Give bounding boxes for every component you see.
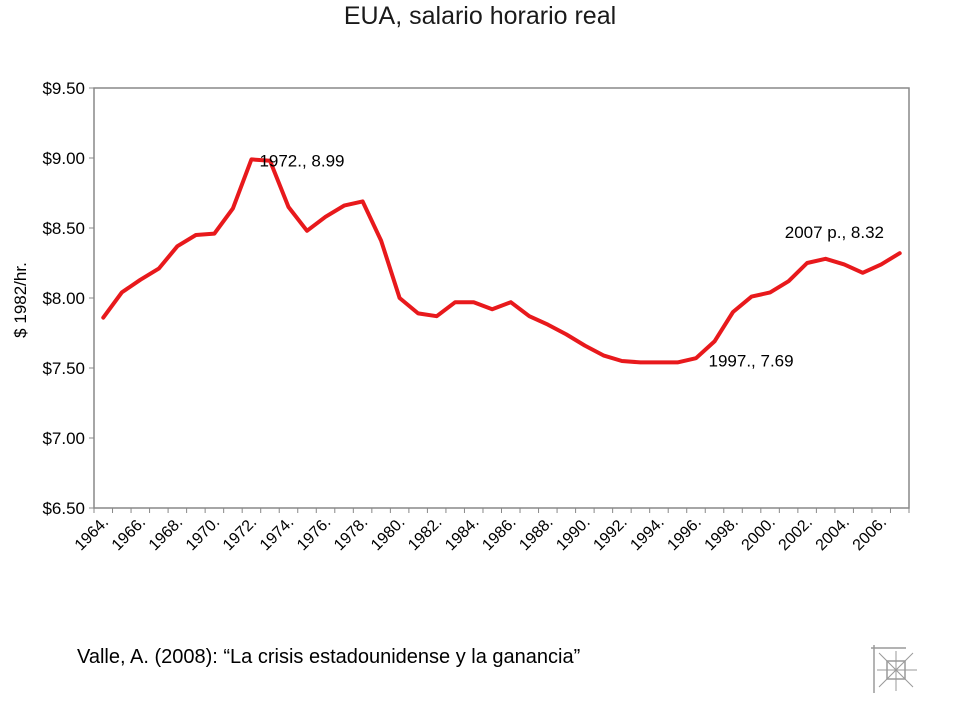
x-tick-label: 2000. xyxy=(739,514,779,554)
x-axis: 1964.1966.1968.1970.1972.1974.1976.1978.… xyxy=(72,508,910,554)
x-tick-label: 1990. xyxy=(553,514,593,554)
x-tick-label: 1988. xyxy=(516,514,556,554)
data-label: 1972., 8.99 xyxy=(259,151,344,170)
x-tick-label: 1974. xyxy=(257,514,297,554)
x-tick-label: 1978. xyxy=(331,514,371,554)
y-tick-label: $8.00 xyxy=(42,289,85,308)
x-tick-label: 1986. xyxy=(479,514,519,554)
slide-logo-icon xyxy=(871,645,917,693)
x-tick-label: 1998. xyxy=(702,514,742,554)
data-label: 2007 p., 8.32 xyxy=(785,223,884,242)
x-tick-label: 2004. xyxy=(813,514,853,554)
y-tick-label: $7.50 xyxy=(42,359,85,378)
x-tick-label: 1994. xyxy=(627,514,667,554)
y-tick-label: $7.00 xyxy=(42,429,85,448)
plot-area xyxy=(93,87,910,509)
x-tick-label: 1964. xyxy=(72,514,112,554)
x-tick-label: 1992. xyxy=(590,514,630,554)
x-tick-label: 1970. xyxy=(183,514,223,554)
x-tick-label: 2002. xyxy=(776,514,816,554)
annotation-layer: 1972., 8.99 1997., 7.69 2007 p., 8.32 xyxy=(259,151,884,370)
data-label: 1997., 7.69 xyxy=(709,351,794,370)
y-tick-label: $8.50 xyxy=(42,219,85,238)
y-tick-label: $9.50 xyxy=(42,79,85,98)
x-tick-label: 1984. xyxy=(442,514,482,554)
chart-title: EUA, salario horario real xyxy=(343,2,617,30)
x-tick-label: 1968. xyxy=(146,514,186,554)
x-tick-label: 1976. xyxy=(294,514,334,554)
y-tick-label: $6.50 xyxy=(42,499,85,518)
plot-border xyxy=(93,87,910,509)
series-line xyxy=(101,157,902,365)
x-tick-label: 1972. xyxy=(220,514,260,554)
x-tick-label: 1966. xyxy=(109,514,149,554)
y-axis: $6.50 $7.00 $7.50 $8.00 $8.50 $9.00 $9.50 xyxy=(42,79,94,518)
y-axis-title: $ 1982/hr. xyxy=(11,262,30,338)
source-citation: Valle, A. (2008): “La crisis estadounide… xyxy=(77,646,581,668)
x-tick-label: 1980. xyxy=(368,514,408,554)
x-tick-label: 1996. xyxy=(664,514,704,554)
x-tick-label: 2006. xyxy=(850,514,890,554)
series-layer xyxy=(101,157,902,365)
y-tick-label: $9.00 xyxy=(42,149,85,168)
x-tick-label: 1982. xyxy=(405,514,445,554)
